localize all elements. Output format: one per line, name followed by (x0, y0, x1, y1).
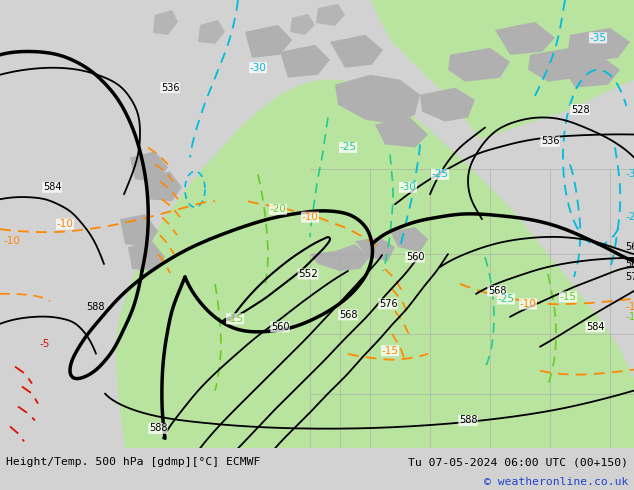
Polygon shape (280, 45, 330, 78)
Text: -25: -25 (432, 170, 448, 179)
Text: © weatheronline.co.uk: © weatheronline.co.uk (484, 477, 628, 487)
Polygon shape (153, 10, 178, 35)
Text: 560: 560 (406, 252, 424, 262)
Polygon shape (128, 241, 165, 271)
Polygon shape (145, 172, 182, 201)
Polygon shape (495, 22, 555, 55)
Text: 588: 588 (149, 423, 167, 434)
Polygon shape (0, 0, 634, 448)
Text: -20: -20 (269, 204, 287, 214)
Text: -15: -15 (626, 312, 634, 322)
Polygon shape (115, 80, 634, 448)
Text: -10: -10 (56, 219, 74, 229)
Text: -10: -10 (4, 236, 20, 246)
Text: -25: -25 (626, 212, 634, 222)
Polygon shape (568, 28, 630, 62)
Text: 536: 536 (541, 137, 559, 147)
Text: -10: -10 (519, 299, 536, 309)
Text: Height/Temp. 500 hPa [gdmp][°C] ECMWF: Height/Temp. 500 hPa [gdmp][°C] ECMWF (6, 457, 261, 467)
Polygon shape (528, 48, 590, 82)
Polygon shape (560, 55, 620, 88)
Text: -30: -30 (399, 182, 417, 192)
Polygon shape (448, 48, 510, 82)
Polygon shape (245, 25, 292, 58)
Text: Tu 07-05-2024 06:00 UTC (00+150): Tu 07-05-2024 06:00 UTC (00+150) (408, 457, 628, 467)
Text: -10: -10 (302, 212, 318, 222)
Text: 536: 536 (161, 83, 179, 93)
Text: -30: -30 (626, 170, 634, 179)
Polygon shape (390, 227, 428, 252)
Text: 576: 576 (624, 272, 634, 282)
Polygon shape (130, 151, 168, 181)
Text: -30: -30 (250, 63, 266, 73)
Text: -10: -10 (626, 302, 634, 312)
Text: 588: 588 (459, 416, 477, 425)
Polygon shape (198, 20, 225, 44)
Text: 576: 576 (378, 299, 398, 309)
Text: -35: -35 (590, 33, 607, 43)
Text: -15: -15 (559, 292, 576, 302)
Text: -25: -25 (498, 294, 515, 304)
Text: 568: 568 (488, 286, 507, 296)
Polygon shape (420, 88, 475, 122)
Text: 552: 552 (298, 269, 318, 279)
Polygon shape (310, 244, 370, 271)
Polygon shape (335, 75, 420, 124)
Text: 560: 560 (271, 322, 289, 332)
Polygon shape (330, 35, 383, 68)
Polygon shape (355, 237, 395, 261)
Text: -15: -15 (382, 346, 399, 356)
Text: 588: 588 (86, 302, 104, 312)
Text: 584: 584 (586, 322, 604, 332)
Polygon shape (370, 0, 634, 140)
Text: -25: -25 (339, 143, 356, 152)
Text: -5: -5 (40, 339, 50, 349)
Polygon shape (375, 118, 428, 147)
Text: 584: 584 (42, 182, 61, 192)
Text: 568: 568 (624, 259, 634, 269)
Text: 528: 528 (571, 104, 590, 115)
Text: -15: -15 (226, 314, 243, 324)
Text: 568: 568 (339, 310, 357, 320)
Polygon shape (290, 14, 315, 35)
Polygon shape (316, 4, 345, 26)
Polygon shape (120, 214, 158, 247)
Text: 560: 560 (624, 242, 634, 252)
